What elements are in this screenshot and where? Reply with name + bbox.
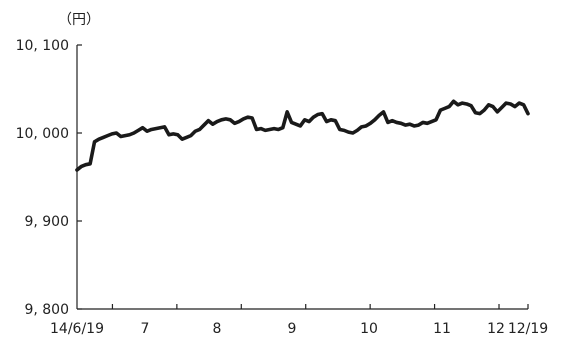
y-tick-label: 10, 000	[16, 126, 69, 142]
x-axis: 14/6/19 7 8 9 10 11 12 12/19	[50, 304, 548, 337]
y-axis: 9, 800 9, 900 10, 000 10, 100	[16, 38, 82, 318]
series-line	[75, 99, 530, 172]
x-tick-label: 14/6/19	[50, 321, 104, 337]
unit-label: （円）	[58, 12, 100, 28]
x-tick-label: 11	[433, 321, 451, 337]
y-tick-label: 9, 900	[24, 214, 69, 230]
x-tick-label: 10	[360, 321, 378, 337]
x-tick-label: 8	[213, 321, 222, 337]
y-tick-label: 10, 100	[16, 38, 69, 54]
x-tick-label: 9	[288, 321, 297, 337]
y-tick-label: 9, 800	[24, 302, 69, 318]
x-tick-label: 7	[141, 321, 150, 337]
x-tick-label: 12/19	[508, 321, 548, 337]
x-tick-label: 12	[487, 321, 505, 337]
